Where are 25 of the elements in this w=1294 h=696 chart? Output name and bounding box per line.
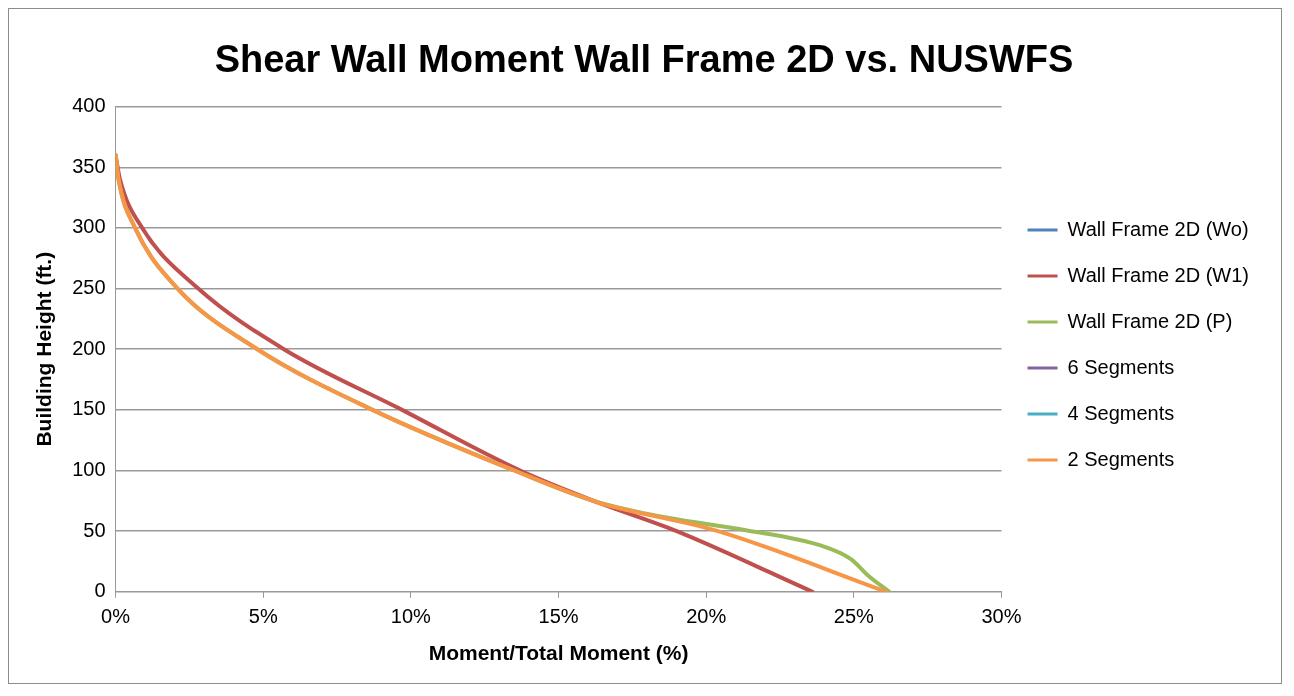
chart-title: Shear Wall Moment Wall Frame 2D vs. NUSWFS: [214, 38, 1074, 81]
y-tick-label: 0: [94, 579, 106, 602]
y-tick-label: 350: [72, 154, 106, 177]
x-tick-label: 0%: [101, 605, 131, 628]
legend-label: 4 Segments: [1067, 401, 1175, 424]
y-tick-label: 50: [83, 518, 106, 541]
x-tick-label: 10%: [390, 605, 432, 628]
legend-label: 2 Segments: [1067, 447, 1175, 470]
legend-label: Wall Frame 2D (P): [1067, 309, 1233, 332]
x-tick-label: 30%: [981, 605, 1022, 628]
x-tick-label: 15%: [538, 605, 579, 628]
y-tick-label: 300: [72, 215, 106, 238]
y-axis-title: Building Height (ft.): [32, 251, 56, 447]
y-tick-label: 100: [72, 458, 106, 481]
y-tick-label: 150: [72, 397, 106, 420]
y-tick-label: 200: [72, 336, 106, 359]
x-tick-label: 25%: [833, 605, 875, 628]
x-tick-label: 20%: [686, 605, 727, 628]
legend-label: 6 Segments: [1067, 355, 1175, 378]
x-tick-label: 5%: [248, 605, 278, 628]
legend-label: Wall Frame 2D (W1): [1067, 263, 1249, 286]
y-tick-label: 400: [72, 94, 106, 117]
y-tick-label: 250: [72, 276, 106, 299]
legend-label: Wall Frame 2D (Wo): [1067, 217, 1249, 240]
x-axis-title: Moment/Total Moment (%): [428, 641, 689, 665]
